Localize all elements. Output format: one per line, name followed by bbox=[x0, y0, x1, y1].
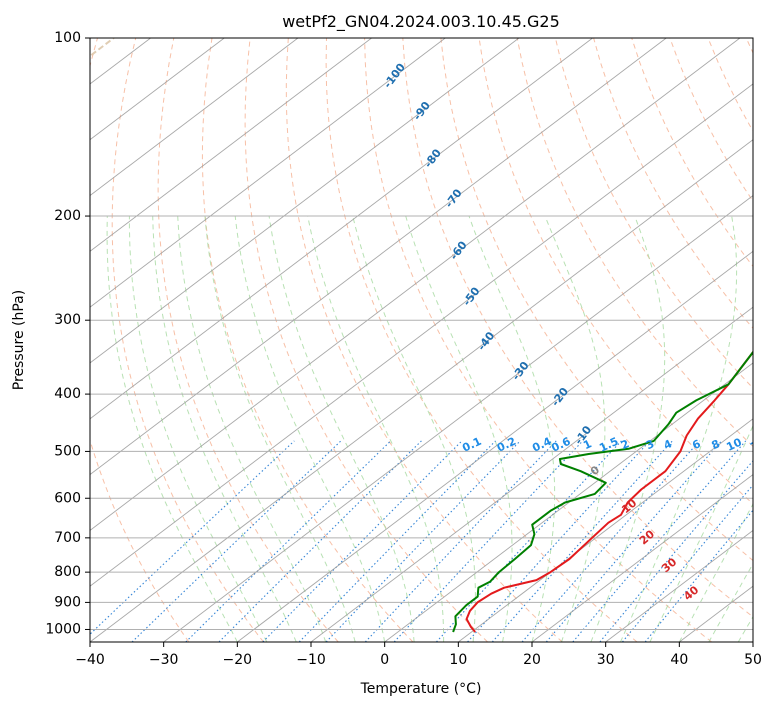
moist-adiabat-line bbox=[268, 215, 415, 642]
isotherm-line bbox=[384, 362, 753, 642]
y-axis-label: Pressure (hPa) bbox=[11, 290, 27, 390]
moist-adiabat-line bbox=[405, 215, 513, 642]
mixing-ratio-line bbox=[545, 440, 723, 642]
isotherm-line bbox=[90, 38, 667, 476]
mixing-ratio-line bbox=[467, 440, 651, 642]
isotherm-line bbox=[90, 38, 520, 364]
x-tick-label: 40 bbox=[670, 652, 688, 668]
x-tick-label: −40 bbox=[75, 652, 105, 668]
isotherm-line bbox=[163, 194, 753, 642]
plot-frame bbox=[89, 37, 754, 643]
y-tick-label: 500 bbox=[54, 443, 81, 459]
mixing-ratio-line bbox=[325, 440, 521, 642]
moist-adiabat-line bbox=[234, 215, 386, 642]
dry-adiabat-line bbox=[364, 38, 713, 642]
dry-adiabat-line bbox=[325, 38, 638, 642]
background-lines bbox=[90, 38, 753, 642]
dry-adiabat-line bbox=[111, 38, 264, 642]
dry-adiabat-line bbox=[157, 38, 339, 642]
moist-adiabat-line bbox=[177, 215, 327, 642]
y-tick-label: 200 bbox=[54, 208, 81, 224]
mixing-ratio-line bbox=[90, 440, 295, 635]
isotherm-line bbox=[90, 38, 372, 252]
isotherm-line bbox=[237, 250, 753, 642]
y-axis: 100 200 300 400 500 600 700 800 900 1000 bbox=[45, 30, 90, 637]
dry-adiabat-line bbox=[90, 38, 190, 642]
isotherm-line bbox=[90, 38, 446, 308]
dry-adiabat-line bbox=[478, 38, 753, 505]
mixing-ratio-line bbox=[131, 440, 342, 642]
x-tick-label: −20 bbox=[223, 652, 253, 668]
series-lines bbox=[452, 350, 753, 633]
isotherm-line bbox=[531, 474, 753, 642]
moist-adiabat-line bbox=[152, 215, 297, 642]
dry-adiabat-line bbox=[440, 38, 753, 562]
y-tick-label: 700 bbox=[54, 530, 81, 546]
isotherm-line bbox=[90, 38, 741, 531]
y-tick-label: 900 bbox=[54, 594, 81, 610]
dry-adiabat-line bbox=[285, 38, 563, 642]
dry-adiabat-line bbox=[402, 38, 753, 618]
y-tick-label: 400 bbox=[54, 386, 81, 402]
y-tick-label: 100 bbox=[54, 30, 81, 46]
chart-title: wetPf2_GN04.2024.003.10.45.G25 bbox=[282, 12, 560, 32]
isotherm-line bbox=[605, 529, 753, 642]
mixing-ratio-line bbox=[364, 440, 557, 642]
isotherm-line bbox=[458, 418, 753, 642]
x-tick-label: 20 bbox=[523, 652, 541, 668]
dry-adiabat-line bbox=[201, 38, 414, 642]
x-tick-label: −10 bbox=[296, 652, 326, 668]
moist-adiabat-line bbox=[204, 215, 356, 642]
y-tick-label: 300 bbox=[54, 312, 81, 328]
x-axis: −40 −30 −20 −10 0 10 20 30 40 50 bbox=[75, 642, 762, 668]
y-tick-label: 1000 bbox=[45, 621, 81, 637]
mixing-ratio-line bbox=[491, 440, 673, 642]
x-tick-label: 10 bbox=[449, 652, 467, 668]
isotherm-line bbox=[310, 306, 753, 642]
mixing-ratio-line bbox=[435, 440, 622, 642]
moist-adiabat-line bbox=[649, 424, 753, 642]
y-tick-label: 600 bbox=[54, 490, 81, 506]
dry-adiabat-line bbox=[244, 38, 488, 642]
isotherm-line bbox=[90, 139, 753, 642]
mixing-ratio-line bbox=[521, 440, 701, 642]
isotherm-line bbox=[90, 38, 299, 197]
moist-adiabat-line bbox=[619, 215, 738, 642]
y-tick-label: 800 bbox=[54, 564, 81, 580]
x-tick-label: 0 bbox=[380, 652, 389, 668]
x-tick-label: 30 bbox=[597, 652, 615, 668]
mixing-ratio-line bbox=[644, 509, 753, 642]
mixing-ratio-line bbox=[298, 440, 496, 642]
moist-adiabat-line bbox=[544, 215, 606, 642]
isotherm-line bbox=[90, 38, 225, 141]
mixing-ratio-line bbox=[621, 484, 753, 642]
isotherm-line bbox=[90, 83, 753, 587]
dewpoint-profile-line bbox=[452, 350, 753, 633]
x-tick-label: −30 bbox=[149, 652, 179, 668]
mixing-ratio-label: 10 bbox=[724, 435, 744, 453]
mixing-ratio-label: 13 bbox=[748, 436, 767, 454]
isotherm-line bbox=[90, 38, 593, 420]
moist-adiabat-line bbox=[590, 215, 666, 642]
x-axis-label: Temperature (°C) bbox=[360, 681, 482, 697]
x-tick-label: 50 bbox=[744, 652, 762, 668]
moist-adiabat-line bbox=[307, 215, 445, 642]
dry-adiabat-line bbox=[593, 38, 753, 330]
mixing-ratio-line bbox=[185, 440, 392, 642]
mixing-ratio-line bbox=[262, 440, 463, 642]
